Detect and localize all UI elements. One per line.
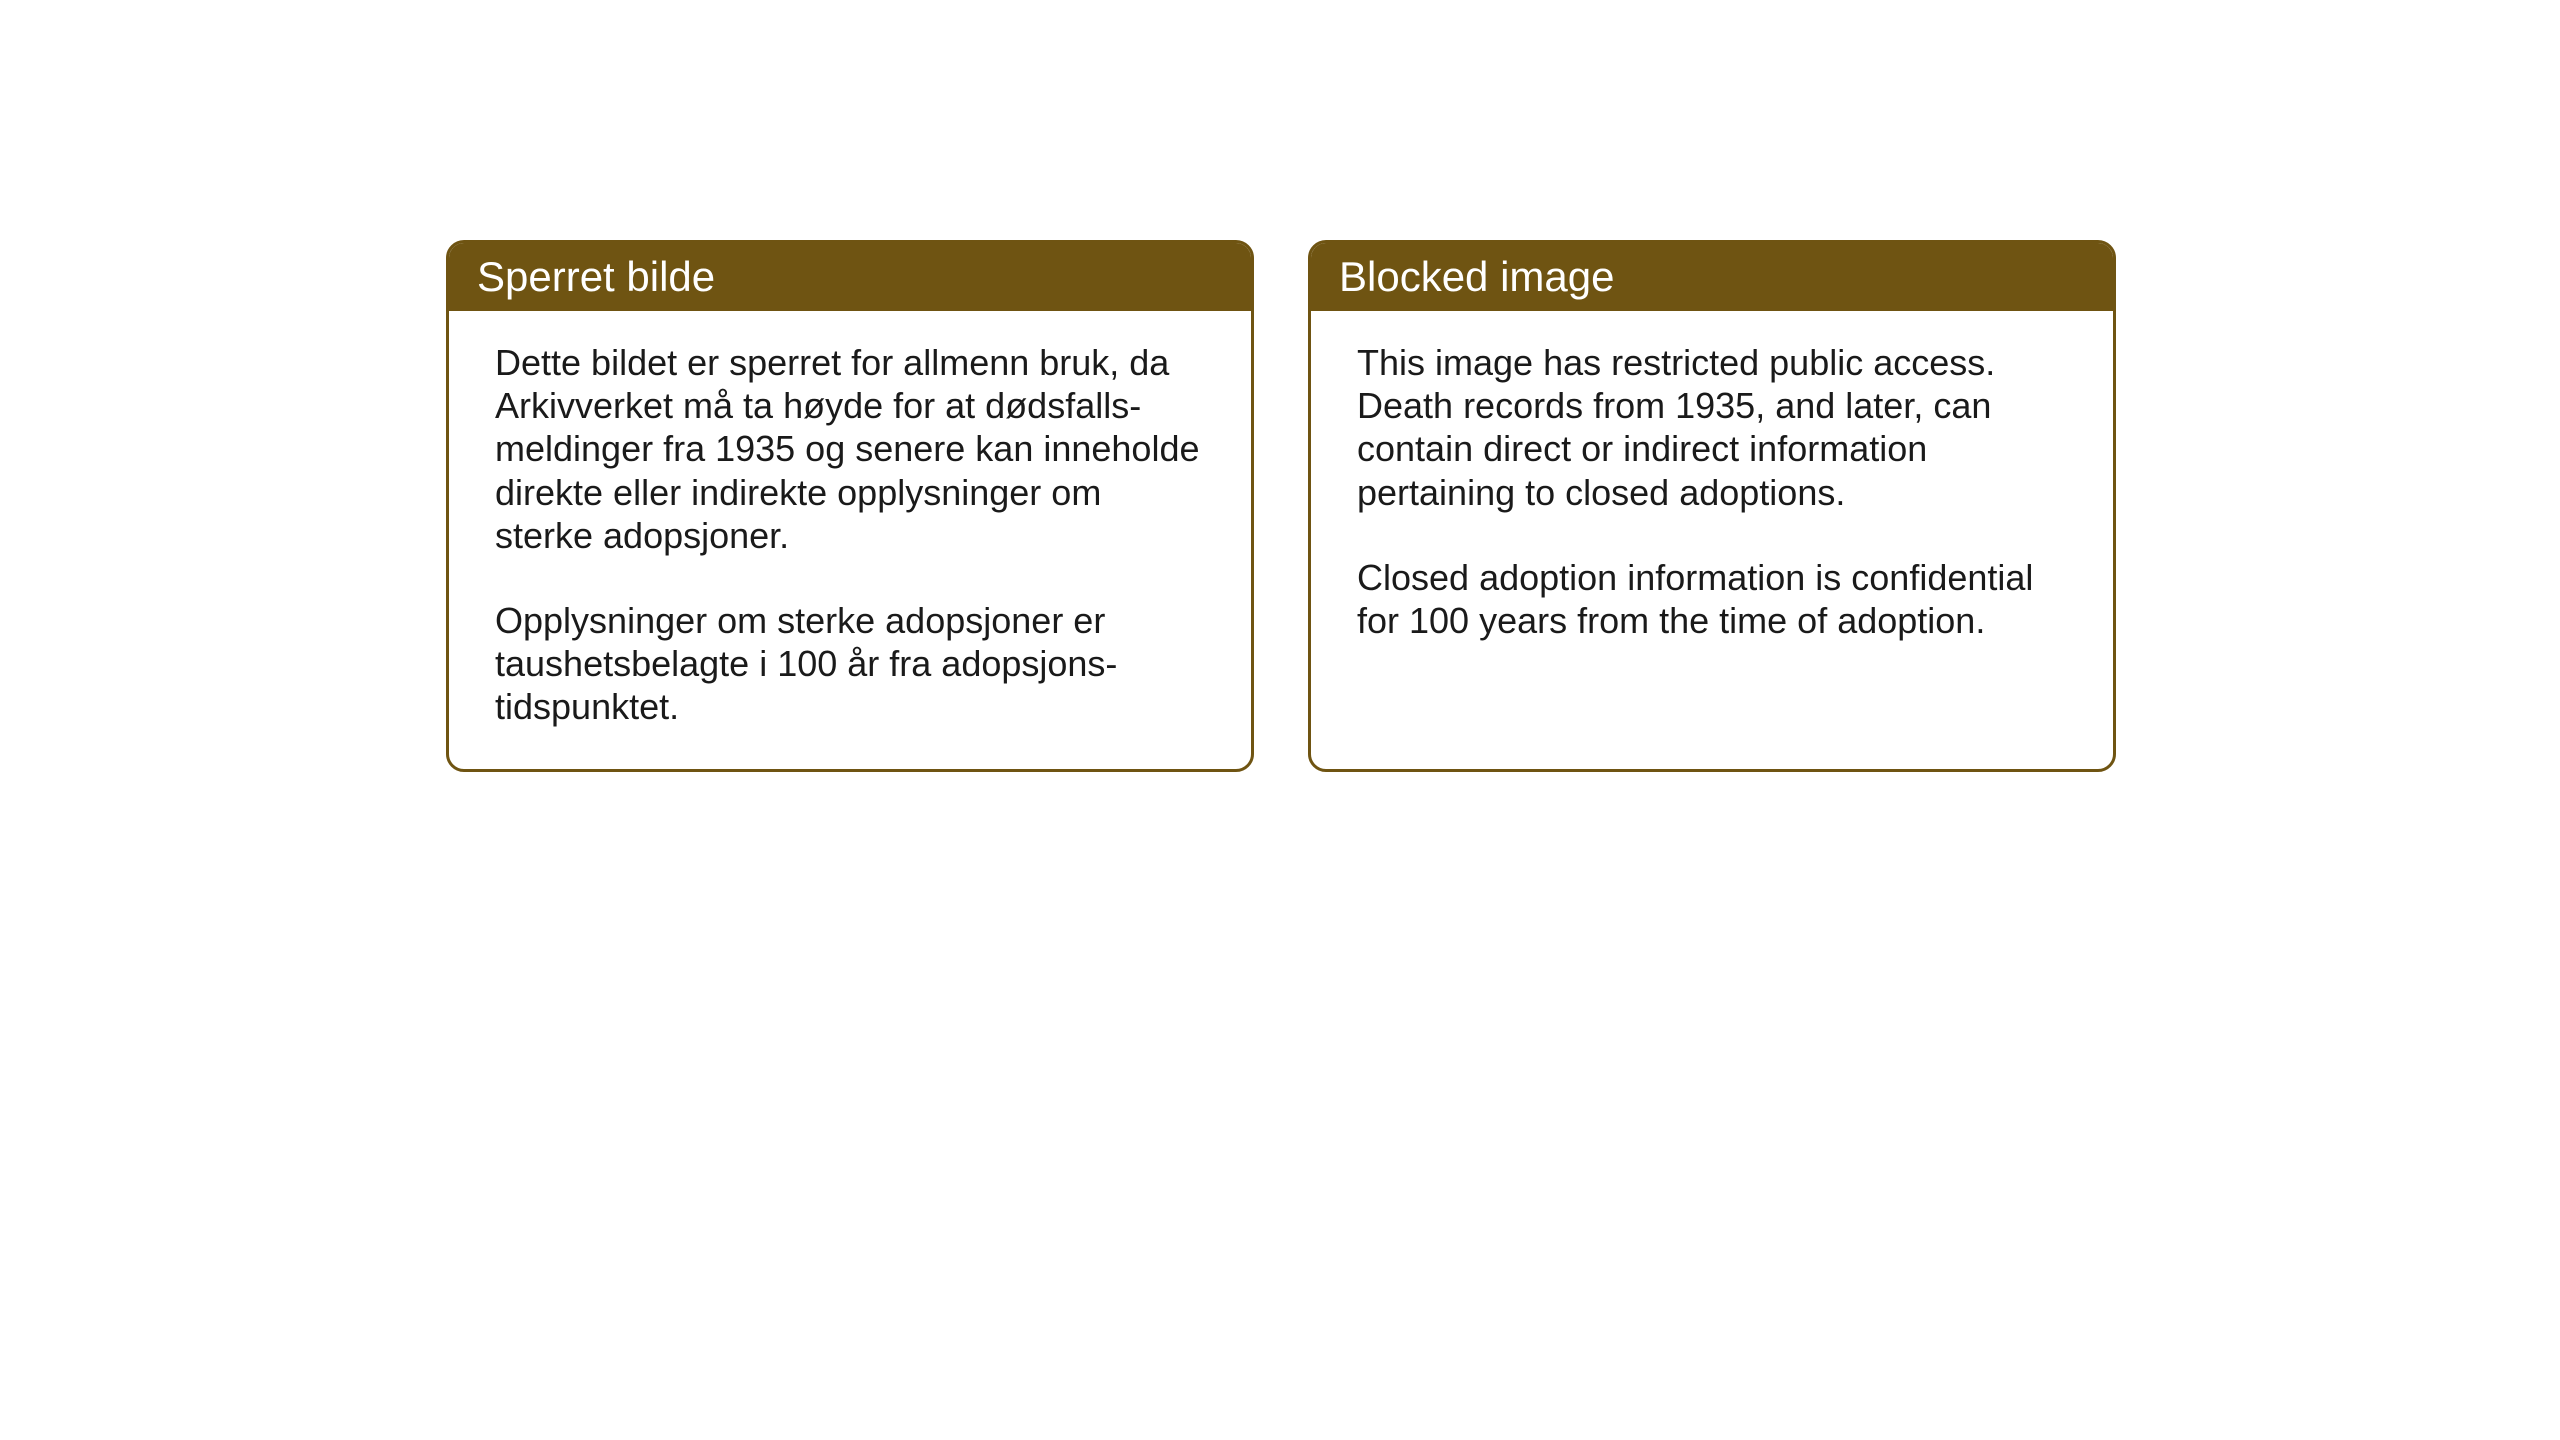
norwegian-paragraph-2: Opplysninger om sterke adopsjoner er tau…: [495, 599, 1205, 729]
notice-container: Sperret bilde Dette bildet er sperret fo…: [446, 240, 2116, 772]
english-notice-body: This image has restricted public access.…: [1311, 311, 2113, 756]
norwegian-paragraph-1: Dette bildet er sperret for allmenn bruk…: [495, 341, 1205, 557]
english-paragraph-1: This image has restricted public access.…: [1357, 341, 2067, 514]
norwegian-notice-card: Sperret bilde Dette bildet er sperret fo…: [446, 240, 1254, 772]
english-paragraph-2: Closed adoption information is confident…: [1357, 556, 2067, 642]
norwegian-notice-body: Dette bildet er sperret for allmenn bruk…: [449, 311, 1251, 769]
english-notice-card: Blocked image This image has restricted …: [1308, 240, 2116, 772]
english-notice-title: Blocked image: [1311, 243, 2113, 311]
norwegian-notice-title: Sperret bilde: [449, 243, 1251, 311]
